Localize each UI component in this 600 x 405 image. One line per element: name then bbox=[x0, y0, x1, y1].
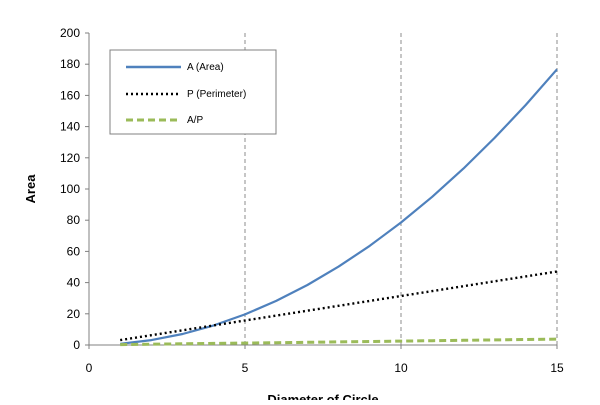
legend-label-ratio: A/P bbox=[187, 115, 203, 126]
x-tick-label: 0 bbox=[86, 361, 93, 375]
y-tick-label: 60 bbox=[67, 244, 81, 258]
y-tick-label: 140 bbox=[60, 120, 80, 134]
x-axis-title: Diameter of Circle bbox=[267, 392, 378, 400]
series-layer bbox=[120, 68, 558, 347]
series-line-area bbox=[120, 68, 558, 345]
y-tick-label: 180 bbox=[60, 57, 80, 71]
x-tick-label: 10 bbox=[394, 361, 408, 375]
y-tick-label: 120 bbox=[60, 151, 80, 165]
series-line-ratio bbox=[120, 337, 558, 347]
x-tick-label: 15 bbox=[550, 361, 564, 375]
y-tick-label: 160 bbox=[60, 88, 80, 102]
series-line-perimeter bbox=[120, 270, 558, 342]
axis-layer: 0 20 40 60 80 100 120 140 160 180 200 0 5 10 15 bbox=[60, 26, 564, 375]
y-tick-label: 0 bbox=[73, 338, 80, 352]
x-tick-label: 5 bbox=[242, 361, 249, 375]
y-tick-label: 100 bbox=[60, 182, 80, 196]
legend-label-area: A (Area) bbox=[187, 62, 224, 73]
y-tick-label: 40 bbox=[67, 276, 81, 290]
y-tick-label: 20 bbox=[67, 307, 81, 321]
y-axis-title: Area bbox=[23, 174, 38, 204]
legend-label-perimeter: P (Perimeter) bbox=[187, 89, 246, 100]
grid-layer bbox=[244, 33, 558, 345]
legend: A (Area) P (Perimeter) A/P bbox=[109, 49, 277, 135]
y-tick-label: 80 bbox=[67, 213, 81, 227]
y-tick-label: 200 bbox=[60, 26, 80, 40]
